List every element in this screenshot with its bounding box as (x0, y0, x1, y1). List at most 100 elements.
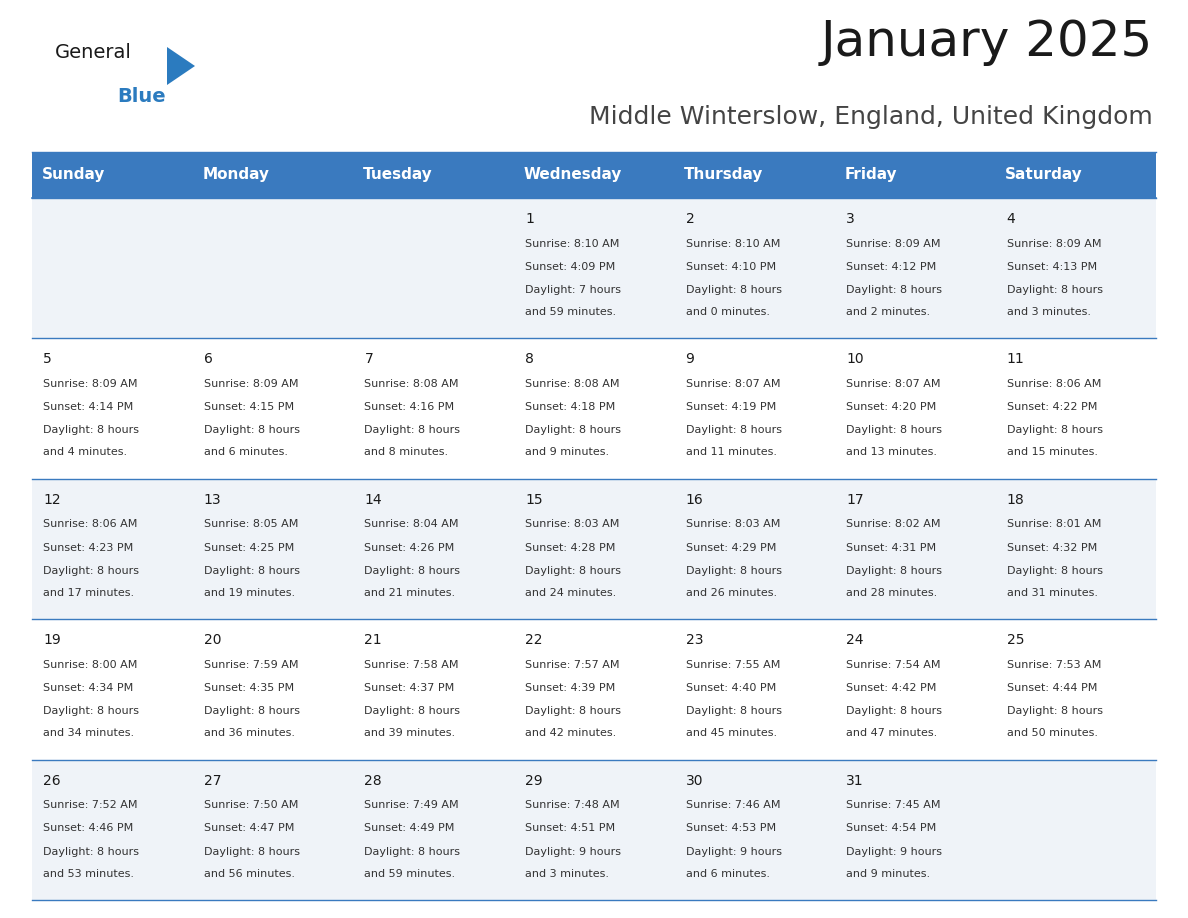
Text: 15: 15 (525, 493, 543, 507)
Text: Sunset: 4:13 PM: Sunset: 4:13 PM (1006, 262, 1097, 272)
Text: 27: 27 (204, 774, 221, 788)
Text: Sunset: 4:09 PM: Sunset: 4:09 PM (525, 262, 615, 272)
Text: and 0 minutes.: and 0 minutes. (685, 307, 770, 317)
Bar (32, 152, 192, 198)
Text: 3: 3 (846, 212, 855, 226)
Text: Sunset: 4:18 PM: Sunset: 4:18 PM (525, 402, 615, 412)
Text: Daylight: 8 hours: Daylight: 8 hours (846, 706, 942, 716)
Text: Daylight: 8 hours: Daylight: 8 hours (846, 425, 942, 435)
Text: 20: 20 (204, 633, 221, 647)
Text: Sunset: 4:14 PM: Sunset: 4:14 PM (43, 402, 133, 412)
Text: Sunrise: 7:57 AM: Sunrise: 7:57 AM (525, 660, 619, 670)
Text: Tuesday: Tuesday (362, 167, 432, 183)
Text: 13: 13 (204, 493, 221, 507)
Text: 4: 4 (1006, 212, 1016, 226)
Text: 19: 19 (43, 633, 61, 647)
Text: Sunset: 4:29 PM: Sunset: 4:29 PM (685, 543, 776, 553)
Text: Daylight: 8 hours: Daylight: 8 hours (1006, 425, 1102, 435)
Text: 10: 10 (846, 353, 864, 366)
Text: Saturday: Saturday (1005, 167, 1082, 183)
Text: Sunset: 4:10 PM: Sunset: 4:10 PM (685, 262, 776, 272)
Text: and 42 minutes.: and 42 minutes. (525, 728, 617, 738)
Text: Daylight: 7 hours: Daylight: 7 hours (525, 285, 621, 295)
Text: Sunset: 4:32 PM: Sunset: 4:32 PM (1006, 543, 1097, 553)
Text: Sunrise: 7:46 AM: Sunrise: 7:46 AM (685, 800, 781, 811)
Text: Sunrise: 7:49 AM: Sunrise: 7:49 AM (365, 800, 459, 811)
Text: and 6 minutes.: and 6 minutes. (685, 868, 770, 879)
Text: Daylight: 8 hours: Daylight: 8 hours (525, 425, 621, 435)
Text: and 31 minutes.: and 31 minutes. (1006, 588, 1098, 598)
Text: Daylight: 8 hours: Daylight: 8 hours (846, 565, 942, 576)
Text: and 19 minutes.: and 19 minutes. (204, 588, 295, 598)
Text: and 11 minutes.: and 11 minutes. (685, 447, 777, 457)
Bar (32, 339, 1156, 479)
Text: Daylight: 8 hours: Daylight: 8 hours (1006, 565, 1102, 576)
Text: and 47 minutes.: and 47 minutes. (846, 728, 937, 738)
Text: Daylight: 8 hours: Daylight: 8 hours (43, 425, 139, 435)
Text: 14: 14 (365, 493, 383, 507)
Text: and 59 minutes.: and 59 minutes. (365, 868, 455, 879)
Bar (32, 620, 1156, 759)
Text: Sunrise: 8:10 AM: Sunrise: 8:10 AM (685, 239, 779, 249)
Text: Daylight: 8 hours: Daylight: 8 hours (204, 846, 299, 856)
Text: Daylight: 8 hours: Daylight: 8 hours (204, 706, 299, 716)
Text: Daylight: 9 hours: Daylight: 9 hours (525, 846, 621, 856)
Text: Sunset: 4:44 PM: Sunset: 4:44 PM (1006, 683, 1097, 693)
Text: 1: 1 (525, 212, 533, 226)
Text: Sunrise: 7:48 AM: Sunrise: 7:48 AM (525, 800, 620, 811)
Text: Sunrise: 8:04 AM: Sunrise: 8:04 AM (365, 520, 459, 530)
Text: and 45 minutes.: and 45 minutes. (685, 728, 777, 738)
Polygon shape (168, 47, 195, 85)
Text: Friday: Friday (845, 167, 897, 183)
Text: Sunset: 4:35 PM: Sunset: 4:35 PM (204, 683, 293, 693)
Text: 22: 22 (525, 633, 543, 647)
Text: Sunset: 4:16 PM: Sunset: 4:16 PM (365, 402, 455, 412)
Text: Sunset: 4:53 PM: Sunset: 4:53 PM (685, 823, 776, 834)
Text: Sunrise: 8:09 AM: Sunrise: 8:09 AM (204, 379, 298, 389)
Text: Sunday: Sunday (42, 167, 105, 183)
Text: Daylight: 8 hours: Daylight: 8 hours (43, 706, 139, 716)
Text: General: General (55, 43, 132, 62)
Text: and 53 minutes.: and 53 minutes. (43, 868, 134, 879)
Text: and 59 minutes.: and 59 minutes. (525, 307, 617, 317)
Text: Sunrise: 8:07 AM: Sunrise: 8:07 AM (846, 379, 941, 389)
Text: Sunset: 4:20 PM: Sunset: 4:20 PM (846, 402, 936, 412)
Text: and 9 minutes.: and 9 minutes. (525, 447, 609, 457)
Text: and 34 minutes.: and 34 minutes. (43, 728, 134, 738)
Text: Sunset: 4:40 PM: Sunset: 4:40 PM (685, 683, 776, 693)
Text: 29: 29 (525, 774, 543, 788)
Text: Sunset: 4:34 PM: Sunset: 4:34 PM (43, 683, 133, 693)
Text: 17: 17 (846, 493, 864, 507)
Text: 26: 26 (43, 774, 61, 788)
Text: and 39 minutes.: and 39 minutes. (365, 728, 455, 738)
Text: Sunrise: 8:09 AM: Sunrise: 8:09 AM (43, 379, 138, 389)
Bar (675, 152, 835, 198)
Text: Sunset: 4:19 PM: Sunset: 4:19 PM (685, 402, 776, 412)
Text: and 8 minutes.: and 8 minutes. (365, 447, 449, 457)
Text: and 28 minutes.: and 28 minutes. (846, 588, 937, 598)
Text: Sunset: 4:25 PM: Sunset: 4:25 PM (204, 543, 295, 553)
Text: Sunrise: 8:06 AM: Sunrise: 8:06 AM (43, 520, 138, 530)
Text: Sunrise: 8:10 AM: Sunrise: 8:10 AM (525, 239, 619, 249)
Text: Daylight: 8 hours: Daylight: 8 hours (365, 846, 461, 856)
Bar (513, 152, 675, 198)
Text: Sunrise: 7:58 AM: Sunrise: 7:58 AM (365, 660, 459, 670)
Bar (32, 198, 1156, 339)
Text: Daylight: 8 hours: Daylight: 8 hours (365, 706, 461, 716)
Text: Sunrise: 8:01 AM: Sunrise: 8:01 AM (1006, 520, 1101, 530)
Text: Sunrise: 8:03 AM: Sunrise: 8:03 AM (525, 520, 619, 530)
Text: and 3 minutes.: and 3 minutes. (525, 868, 609, 879)
Text: 24: 24 (846, 633, 864, 647)
Text: Daylight: 8 hours: Daylight: 8 hours (43, 565, 139, 576)
Text: Sunset: 4:31 PM: Sunset: 4:31 PM (846, 543, 936, 553)
Text: Wednesday: Wednesday (524, 167, 621, 183)
Text: 25: 25 (1006, 633, 1024, 647)
Text: and 2 minutes.: and 2 minutes. (846, 307, 930, 317)
Text: Sunset: 4:42 PM: Sunset: 4:42 PM (846, 683, 936, 693)
Text: and 56 minutes.: and 56 minutes. (204, 868, 295, 879)
Text: 5: 5 (43, 353, 52, 366)
Text: and 17 minutes.: and 17 minutes. (43, 588, 134, 598)
Text: 6: 6 (204, 353, 213, 366)
Text: 12: 12 (43, 493, 61, 507)
Text: and 24 minutes.: and 24 minutes. (525, 588, 617, 598)
